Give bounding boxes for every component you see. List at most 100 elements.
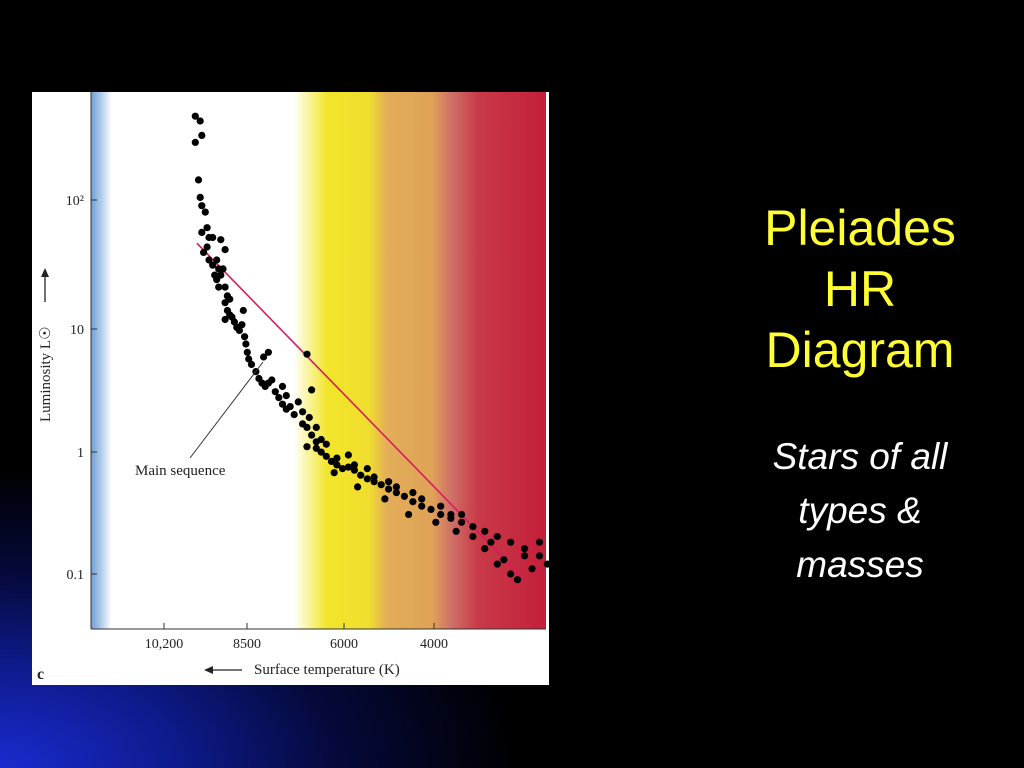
star-point (312, 444, 320, 452)
star-point (247, 360, 256, 368)
hr-diagram-chart: 10,200 8500 6000 4000 10² 10 1 0.1 Main sequenc… (37, 92, 549, 683)
main-sequence-annotation: Main sequence (135, 463, 226, 479)
star-point (458, 510, 466, 519)
star-point (303, 443, 311, 451)
star-point (350, 461, 358, 469)
title-line-3: Diagram (765, 322, 955, 378)
star-point (521, 545, 529, 553)
star-point (303, 423, 311, 431)
title-line-1: Pleiades (764, 200, 956, 256)
star-point (409, 498, 417, 506)
star-point (194, 176, 203, 184)
star-point (535, 552, 544, 560)
star-point (278, 382, 287, 390)
star-point (191, 138, 199, 146)
star-point (392, 483, 400, 491)
star-point (221, 283, 229, 291)
star-point (245, 355, 253, 363)
x-tick-label: 10,200 (145, 637, 184, 652)
star-point (241, 333, 249, 341)
star-point (312, 423, 320, 431)
star-point (217, 271, 225, 279)
star-point (418, 502, 426, 510)
star-point (205, 256, 213, 264)
star-point (357, 471, 365, 479)
star-point (308, 431, 316, 439)
star-point (271, 388, 279, 396)
star-point (198, 228, 206, 236)
star-point (196, 193, 204, 201)
x-tick-label: 4000 (420, 637, 448, 652)
star-point (238, 321, 246, 329)
star-point (487, 538, 495, 546)
star-point (350, 466, 358, 474)
star-point (260, 353, 268, 361)
star-point (215, 283, 223, 291)
star-point (370, 473, 378, 481)
star-point (400, 492, 408, 500)
star-point (427, 505, 435, 513)
star-point (363, 475, 371, 483)
star-point (418, 495, 426, 503)
star-point (333, 461, 341, 469)
star-point (333, 454, 341, 462)
star-point (381, 495, 389, 503)
title-line-2: HR (823, 261, 897, 317)
star-point (305, 413, 313, 422)
star-point (219, 265, 227, 273)
star-point (481, 527, 489, 535)
star-point (405, 510, 413, 519)
star-point (217, 236, 225, 244)
star-point (528, 565, 536, 573)
star-point (344, 451, 352, 459)
star-point (242, 340, 250, 348)
star-point (338, 465, 347, 473)
x-tick-label: 8500 (233, 637, 261, 652)
star-point (243, 348, 251, 356)
star-point (500, 556, 508, 564)
star-point (275, 394, 283, 402)
star-point (239, 306, 247, 315)
star-point (432, 518, 440, 526)
star-point (294, 398, 302, 406)
star-point (286, 403, 294, 411)
subtitle-line-1: Stars of all (772, 436, 948, 477)
star-point (278, 400, 287, 408)
star-point (303, 350, 311, 358)
star-point (235, 326, 243, 334)
star-point (493, 532, 501, 541)
star-point (198, 131, 206, 139)
x-axis-label: Surface temperature (K) (254, 662, 400, 678)
y-axis-arrow (41, 268, 49, 302)
star-point (213, 256, 221, 264)
star-point (330, 469, 338, 477)
star-point (196, 117, 204, 125)
star-point (226, 295, 234, 303)
star-point (507, 570, 515, 578)
star-point (322, 452, 330, 460)
slide-subtitle: Stars of all types & masses (735, 430, 985, 592)
star-point (409, 489, 417, 497)
star-point (290, 411, 298, 419)
star-point (469, 532, 477, 541)
star-point (344, 463, 352, 471)
star-point (209, 233, 217, 242)
subtitle-line-2: types & (798, 490, 922, 531)
star-point (469, 523, 477, 531)
star-point (327, 457, 336, 465)
star-point (209, 261, 217, 269)
hr-diagram-figure: 10,200 8500 6000 4000 10² 10 1 0.1 Main sequenc… (32, 92, 549, 685)
star-point (268, 376, 276, 384)
star-point (437, 510, 445, 519)
star-point (203, 243, 211, 251)
y-tick-label: 10² (66, 194, 84, 209)
star-point (317, 435, 325, 444)
star-point (392, 489, 400, 497)
x-axis-arrow (204, 666, 242, 674)
star-point (437, 502, 445, 510)
star-point (521, 552, 529, 560)
y-tick-label: 0.1 (67, 568, 85, 583)
star-point (198, 202, 206, 210)
star-point (264, 348, 272, 356)
star-point (447, 510, 455, 519)
